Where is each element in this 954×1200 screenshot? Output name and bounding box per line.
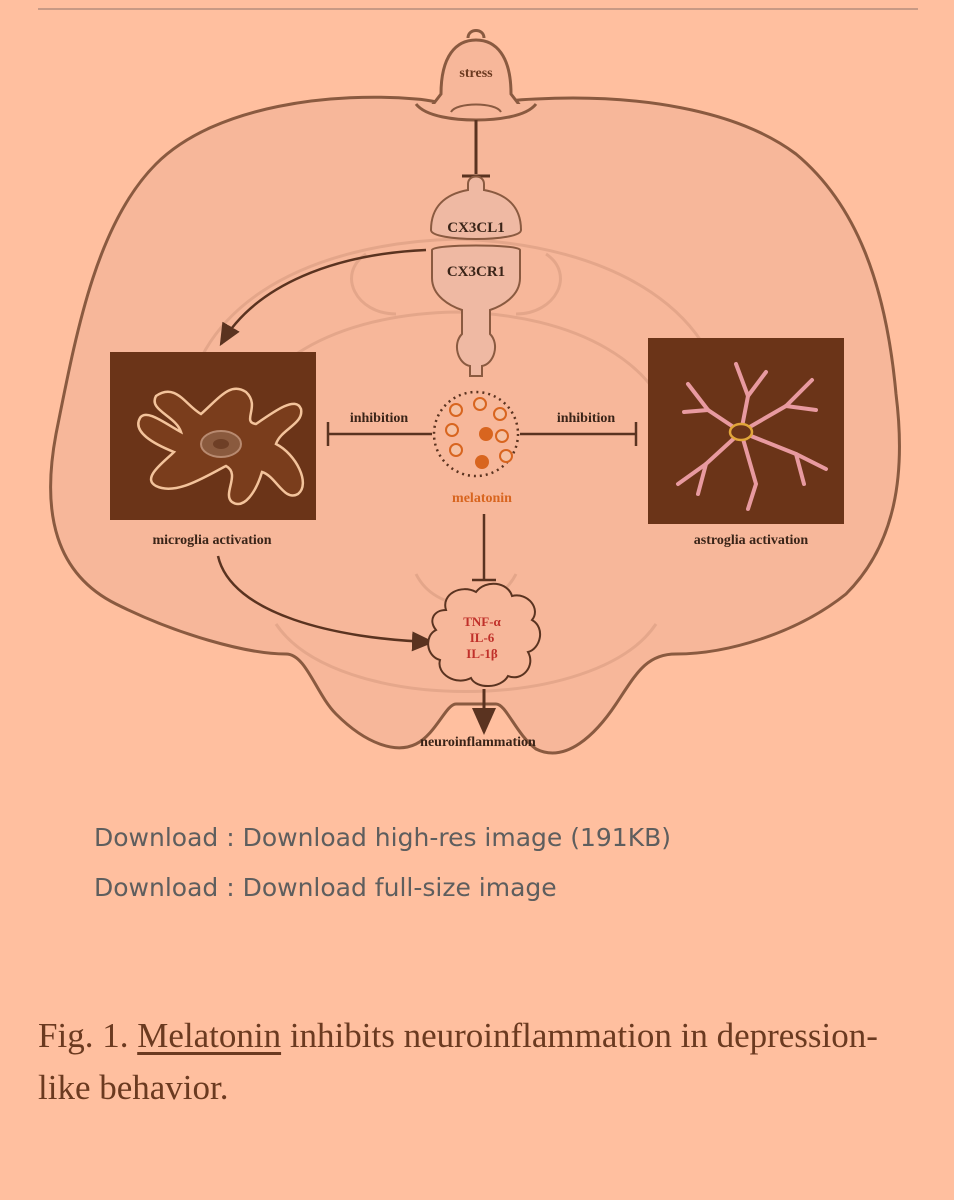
caption-text: inhibits neuroinflammation in depression… [38,1016,878,1107]
download-highres-row: Download : Download high-res image (191K… [94,815,671,865]
microglia-label: microglia activation [152,533,271,548]
download-prefix: Download : [94,873,243,902]
cx3cl1-ligand-shape [429,175,523,240]
download-fullsize-link[interactable]: Download full-size image [242,873,557,902]
download-prefix: Download : [94,823,243,852]
figure-caption: Fig. 1. Melatonin inhibits neuroinflamma… [38,1010,898,1114]
caption-label: Fig. 1. [38,1016,138,1055]
stress-label: stress [459,66,493,81]
brain-outline [49,95,901,755]
figure-image[interactable]: stress CX3CL1 CX3CR1 microglia activatio… [36,14,918,776]
melatonin-link[interactable]: Melatonin [137,1016,282,1055]
inhibition-right-label: inhibition [557,411,616,426]
melatonin-vesicle-icon [432,390,520,478]
microglia-image [110,352,316,520]
astroglia-label: astroglia activation [694,533,809,548]
cytokine-tnf-label: TNF-α [463,614,501,629]
arrow-receptor-to-microglia [219,248,427,347]
cytokine-il6-label: IL-6 [470,630,495,645]
cytokine-cloud-shape [427,582,542,687]
cx3cr1-receptor-shape [431,244,521,377]
top-divider [38,8,918,10]
melatonin-label: melatonin [452,491,512,506]
cx3cr1-label: CX3CR1 [447,264,505,280]
astroglia-image [648,338,844,524]
cx3cl1-label: CX3CL1 [447,220,505,236]
arrow-microglia-to-cytokines [216,555,435,652]
inhibition-left-label: inhibition [350,411,409,426]
neuroinflammation-label: neuroinflammation [420,735,536,750]
download-highres-link[interactable]: Download high-res image (191KB) [242,823,671,852]
cytokine-il1b-label: IL-1β [466,646,498,661]
download-links: Download : Download high-res image (191K… [94,815,671,915]
download-fullsize-row: Download : Download full-size image [94,865,671,915]
